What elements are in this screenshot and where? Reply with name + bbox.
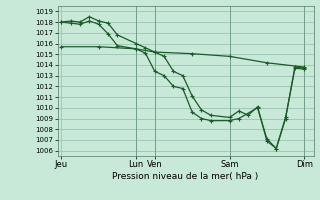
X-axis label: Pression niveau de la mer( hPa ): Pression niveau de la mer( hPa )	[112, 172, 259, 181]
